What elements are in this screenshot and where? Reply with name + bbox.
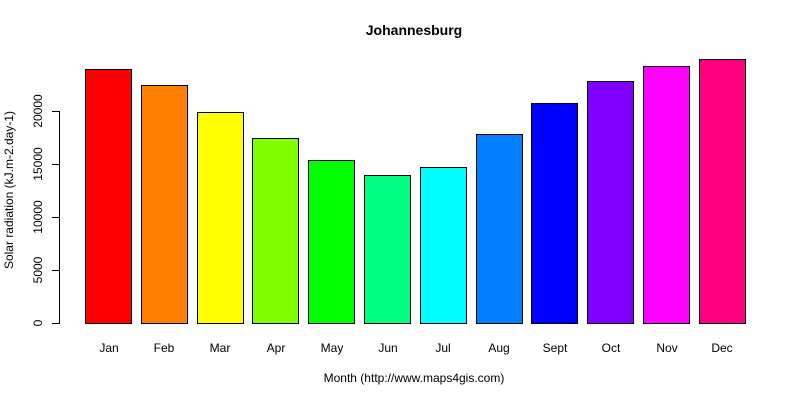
x-tick-label: Jun [378, 341, 398, 355]
x-tick-label: Jan [99, 341, 119, 355]
bar-feb [141, 85, 188, 324]
x-tick-label: Mar [209, 341, 231, 355]
x-tick-label: May [320, 341, 344, 355]
x-tick-label: Jul [435, 341, 451, 355]
x-tick-label: Dec [711, 341, 733, 355]
bar-mar [197, 112, 244, 324]
x-tick-label: Sept [542, 341, 568, 355]
bar-aug [476, 134, 523, 324]
bar-jul [420, 167, 467, 324]
x-axis-label: Month (http://www.maps4gis.com) [323, 371, 505, 385]
y-tick-label: 20000 [31, 94, 45, 128]
x-tick-label: Oct [601, 341, 621, 355]
bar-apr [252, 138, 299, 324]
x-tick-label: Nov [656, 341, 678, 355]
y-tick-label: 0 [31, 319, 45, 327]
y-tick-label: 5000 [31, 256, 45, 284]
y-tick-label: 10000 [31, 200, 45, 234]
y-tick [52, 164, 60, 165]
bar-nov [643, 66, 690, 324]
bar-sept [531, 103, 578, 324]
y-axis-label: Solar radiation (kJ.m-2.day-1) [2, 110, 16, 270]
y-tick [52, 270, 60, 271]
bar-jan [85, 69, 132, 324]
bar-may [308, 160, 355, 324]
y-tick [52, 217, 60, 218]
x-tick-label: Feb [153, 341, 175, 355]
bar-jun [364, 175, 411, 324]
x-tick-label: Aug [488, 341, 510, 355]
x-tick-label: Apr [266, 341, 286, 355]
bar-oct [587, 81, 634, 324]
bar-dec [699, 59, 746, 324]
chart-title: Johannesburg [365, 22, 463, 38]
y-tick [52, 323, 60, 324]
y-tick [52, 111, 60, 112]
y-tick-label: 15000 [31, 147, 45, 181]
